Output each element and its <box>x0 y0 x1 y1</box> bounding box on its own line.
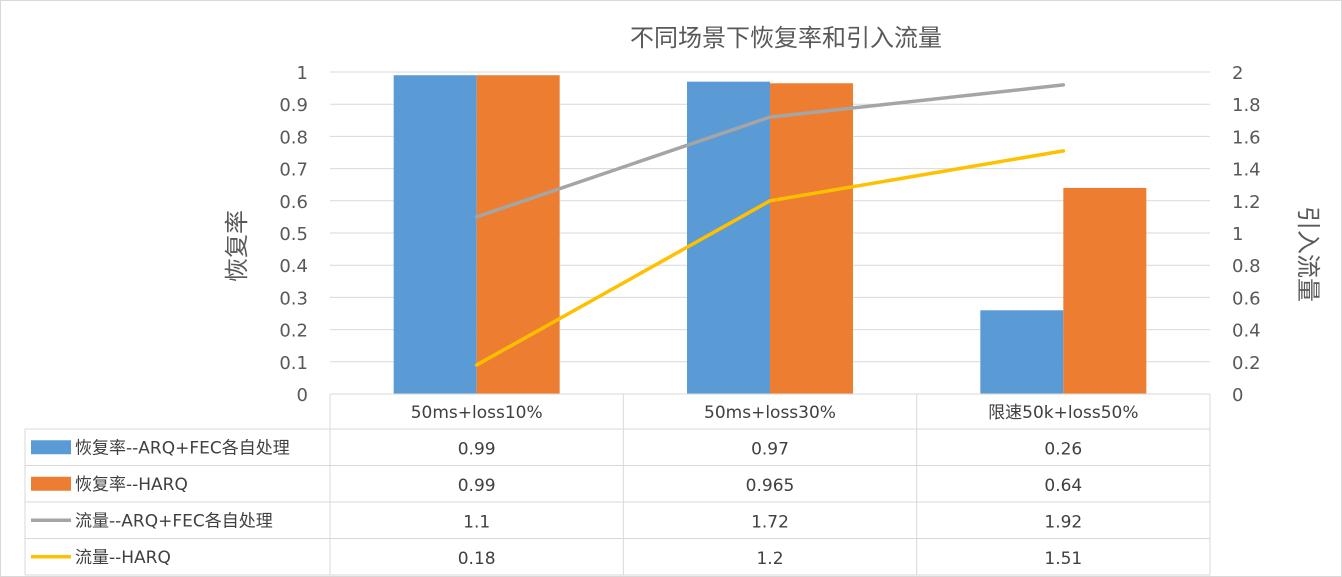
x-tick-label: 限速50k+loss50% <box>988 403 1138 423</box>
y-axis-title: 恢复率 <box>223 210 251 282</box>
series-line <box>474 149 1066 367</box>
y2-axis-ticks: 2 1.8 1.6 1.4 1.2 1 0.8 0.6 0.4 0.2 0 <box>1232 63 1261 406</box>
bar <box>687 81 770 394</box>
y2-tick-label: 0 <box>1232 385 1243 406</box>
y-tick-label: 0.3 <box>279 288 308 309</box>
data-label: 0.99 <box>458 439 496 459</box>
y-tick-label: 0.5 <box>279 224 308 245</box>
data-label: 0.26 <box>1044 439 1082 459</box>
data-label: 1.72 <box>751 512 789 532</box>
y-tick-label: 0.1 <box>279 353 308 374</box>
legend-label: 恢复率--HARQ <box>75 475 188 495</box>
y-tick-label: 0.4 <box>279 256 308 277</box>
data-label: 0.64 <box>1044 476 1082 496</box>
y2-tick-label: 1.4 <box>1232 160 1261 181</box>
bar <box>1063 187 1147 394</box>
data-label: 1.2 <box>756 549 783 569</box>
y2-tick-label: 1 <box>1232 224 1243 245</box>
data-label: 1.51 <box>1044 549 1082 569</box>
y2-tick-label: 0.8 <box>1232 256 1261 277</box>
y2-tick-label: 1.8 <box>1232 95 1261 116</box>
legend-swatch <box>31 440 71 455</box>
data-label: 0.99 <box>458 476 496 496</box>
bar <box>476 75 560 394</box>
legend-label: 流量--HARQ <box>75 548 171 568</box>
y-tick-label: 1 <box>297 63 308 84</box>
x-tick-label: 50ms+loss30% <box>704 403 836 423</box>
y2-tick-label: 1.2 <box>1232 192 1261 213</box>
y2-tick-label: 0.6 <box>1232 288 1261 309</box>
bar <box>980 310 1064 394</box>
y2-tick-label: 2 <box>1232 63 1243 84</box>
data-label: 1.1 <box>463 512 490 532</box>
y2-tick-label: 0.4 <box>1232 321 1261 342</box>
bar <box>393 75 477 394</box>
bar-series <box>393 75 1147 395</box>
y-tick-label: 0 <box>297 385 308 406</box>
data-label: 0.18 <box>458 549 496 569</box>
y-tick-label: 0.7 <box>279 160 308 181</box>
y-tick-label: 0.9 <box>279 95 308 116</box>
y-tick-label: 0.6 <box>279 192 308 213</box>
legend-swatch <box>31 476 71 491</box>
legend-label: 流量--ARQ+FEC各自处理 <box>75 511 273 531</box>
line-series <box>474 83 1066 367</box>
x-tick-label: 50ms+loss10% <box>411 403 543 423</box>
legend-label: 恢复率--ARQ+FEC各自处理 <box>75 438 290 458</box>
series-line <box>474 83 1066 219</box>
data-label: 0.97 <box>751 439 789 459</box>
data-table: 50ms+loss10% 50ms+loss30% 限速50k+loss50% 恢复率… <box>24 393 1211 576</box>
y2-tick-label: 1.6 <box>1232 127 1261 148</box>
y2-tick-label: 0.2 <box>1232 353 1261 374</box>
y-tick-label: 0.8 <box>279 127 308 148</box>
data-label: 0.965 <box>746 476 795 496</box>
y-tick-label: 0.2 <box>279 321 308 342</box>
y-axis-ticks: 1 0.9 0.8 0.7 0.6 0.5 0.4 0.3 0.2 0.1 0 <box>279 63 308 406</box>
data-label: 1.92 <box>1044 512 1082 532</box>
chart-title: 不同场景下恢复率和引入流量 <box>630 24 942 52</box>
bar <box>770 83 853 395</box>
y2-axis-title: 引入流量 <box>1294 206 1322 302</box>
